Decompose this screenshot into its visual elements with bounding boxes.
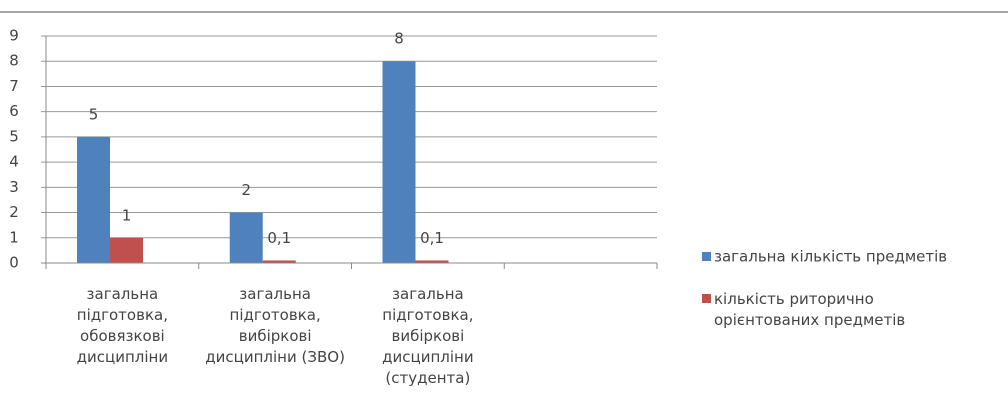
y-tick-label: 7: [9, 77, 19, 95]
data-label: 2: [241, 181, 251, 199]
bar: [77, 136, 110, 263]
bar: [229, 212, 263, 263]
y-tick-label: 8: [9, 52, 19, 70]
bar: [415, 260, 449, 263]
data-label: 5: [89, 105, 99, 123]
bar: [262, 260, 296, 263]
x-tick-label: загальна підготовка, обовязкові дисципліни: [77, 285, 168, 366]
legend-swatch: [702, 294, 711, 303]
y-tick-label: 4: [9, 153, 19, 171]
data-label: 0,1: [267, 229, 291, 247]
y-tick-label: 3: [9, 178, 19, 196]
y-tick-label: 6: [9, 102, 19, 120]
y-tick-label: 9: [9, 27, 19, 45]
y-tick-label: 0: [9, 254, 19, 272]
data-label: 0,1: [420, 229, 444, 247]
data-label: 1: [122, 206, 132, 224]
y-tick-label: 1: [9, 228, 19, 246]
bar: [110, 237, 143, 263]
x-tick-label: загальна підготовка, вибіркові дисципліни (с…: [382, 285, 473, 387]
bar: [382, 61, 416, 263]
y-tick-label: 5: [9, 127, 19, 145]
data-label: 8: [394, 30, 404, 48]
x-tick-label: загальна підготовка, вибіркові дисципліни (…: [205, 285, 345, 366]
y-tick-label: 2: [9, 203, 19, 221]
legend-label: загальна кількість предметів: [714, 248, 947, 266]
legend-label: кількість риторично орієнтованих предметі…: [714, 290, 905, 329]
legend-swatch: [702, 252, 711, 261]
